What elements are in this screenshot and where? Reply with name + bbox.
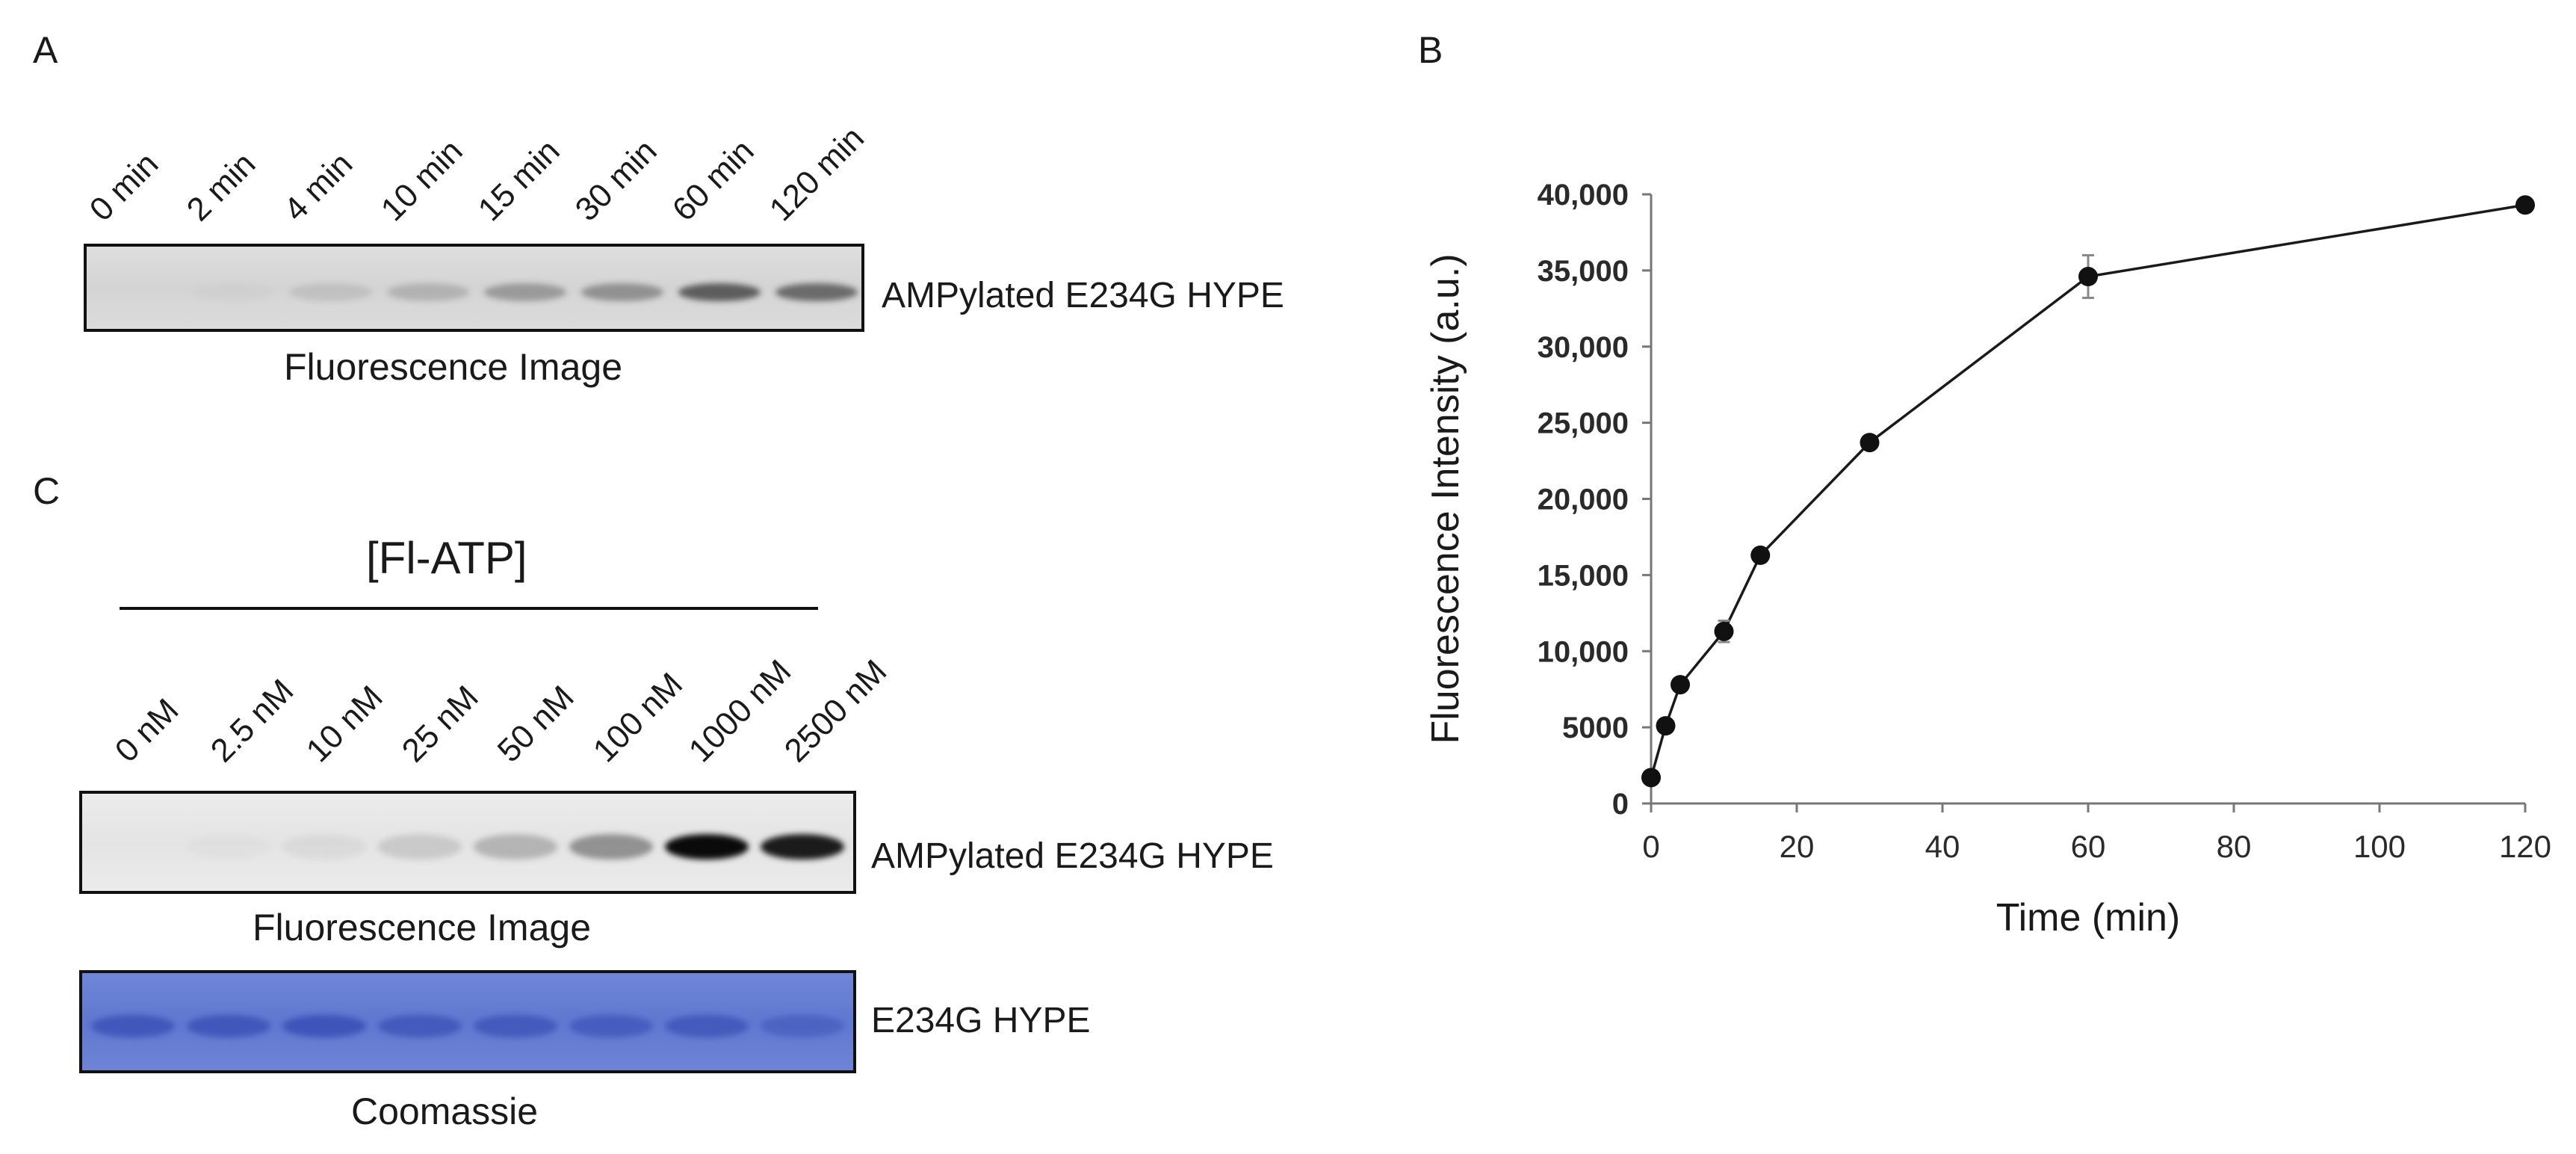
- panel-a-band: [96, 283, 178, 301]
- panel-c-fluor-band: [474, 834, 557, 860]
- panel-b-letter: B: [1418, 29, 1443, 71]
- chart-series: [1641, 195, 2535, 788]
- panel-a-lane-label: 2 min: [179, 145, 263, 229]
- panel-c-coom-caption: Coomassie: [351, 1090, 539, 1132]
- chart-x-axis-label: Time (min): [1996, 896, 2181, 939]
- panel-c-coom-band: [761, 1015, 844, 1037]
- panel-a-lane-label: 0 min: [82, 145, 166, 229]
- panel-c-lane-label: 25 nM: [394, 679, 486, 770]
- panel-a-lane-label: 30 min: [568, 132, 664, 229]
- data-point: [1671, 675, 1690, 695]
- panel-a-lane-label: 10 min: [374, 132, 470, 229]
- y-tick-label: 30,000: [1538, 331, 1629, 364]
- panel-a-band-label: AMPylated E234G HYPE: [882, 276, 1284, 315]
- panel-a-caption: Fluorescence Image: [284, 346, 623, 388]
- panel-c-fluor-label: AMPylated E234G HYPE: [871, 836, 1274, 876]
- panel-c-coomassie-gel: [79, 970, 856, 1073]
- data-point: [1714, 621, 1734, 641]
- x-tick-label: 60: [2071, 829, 2106, 864]
- x-tick-label: 100: [2353, 829, 2406, 864]
- panel-c-fluor-band: [91, 834, 175, 860]
- panel-c-fluor-band: [282, 834, 366, 860]
- panel-b-chart: 0 5000 10,000 15,000 20,000 25,000 30,000 35,00…: [1424, 179, 2551, 939]
- y-tick-label: 10,000: [1538, 635, 1629, 668]
- y-tick-label: 15,000: [1538, 559, 1629, 592]
- panel-c-lane-label: 10 nM: [299, 679, 390, 770]
- panel-c-title-rule: [120, 607, 818, 610]
- panel-c-coom-band: [187, 1015, 270, 1037]
- panel-a-band: [387, 283, 469, 301]
- panel-c-lane-label: 0 nM: [108, 691, 186, 770]
- chart-axes: 0 5000 10,000 15,000 20,000 25,000 30,000 35,00…: [1538, 179, 2551, 864]
- x-tick-label: 20: [1780, 829, 1815, 864]
- y-tick-label: 25,000: [1538, 407, 1629, 440]
- data-point: [2078, 267, 2098, 287]
- chart-y-axis-label: Fluorescence Intensity (a.u.): [1424, 253, 1467, 744]
- panel-c-letter: C: [33, 470, 61, 512]
- panel-c-fluor-caption: Fluorescence Image: [253, 907, 592, 948]
- panel-a-lane-label: 4 min: [276, 145, 360, 229]
- data-point: [1656, 716, 1676, 736]
- y-tick-label: 5000: [1562, 712, 1629, 744]
- panel-c-lane-label: 1000 nM: [681, 652, 799, 770]
- y-tick-label: 35,000: [1538, 255, 1629, 288]
- panel-c-fluor-band: [378, 834, 462, 860]
- panel-c-fluor-band: [187, 834, 270, 860]
- panel-a-band: [484, 283, 566, 301]
- panel-c-coom-band: [569, 1015, 653, 1037]
- panel-c-fluor-band: [569, 834, 653, 860]
- panel-c-fluor-band: [761, 834, 844, 860]
- panel-c-coom-band: [665, 1015, 749, 1037]
- panel-c-lane-label: 2500 nM: [777, 652, 894, 770]
- panel-c-coom-band: [91, 1015, 175, 1037]
- panel-c-coom-band: [282, 1015, 366, 1037]
- panel-c-fluor-band: [665, 834, 749, 860]
- panel-c-coom-label: E234G HYPE: [871, 1001, 1091, 1040]
- data-point: [2515, 195, 2535, 215]
- x-tick-label: 120: [2499, 829, 2551, 864]
- x-tick-label: 40: [1925, 829, 1960, 864]
- panel-a-band: [581, 283, 663, 301]
- data-point: [1641, 768, 1661, 788]
- panel-a-band: [193, 283, 275, 301]
- panel-a-lane-label: 120 min: [762, 119, 871, 229]
- y-tick-label: 20,000: [1538, 484, 1629, 516]
- y-tick-label: 0: [1612, 788, 1629, 821]
- panel-a-fluorescence-blot: [84, 244, 864, 332]
- x-tick-label: 0: [1642, 829, 1659, 864]
- panel-c-coom-band: [378, 1015, 462, 1037]
- panel-c-lane-label: 100 nM: [586, 665, 690, 770]
- data-point: [1860, 433, 1880, 453]
- y-tick-label: 40,000: [1538, 179, 1629, 212]
- panel-a-band: [775, 283, 858, 301]
- panel-a-letter: A: [33, 29, 58, 71]
- x-tick-label: 80: [2217, 829, 2252, 864]
- panel-c-fluorescence-blot: [79, 791, 856, 894]
- panel-c-lane-label: 50 nM: [490, 679, 581, 770]
- panel-a-lane-label: 60 min: [665, 132, 761, 229]
- panel-a-band: [678, 283, 761, 301]
- panel-c-title: [Fl-ATP]: [366, 533, 527, 583]
- panel-a-band: [290, 283, 372, 301]
- panel-c-coom-band: [474, 1015, 557, 1037]
- data-point: [1750, 545, 1771, 565]
- panel-a-lane-label: 15 min: [471, 132, 567, 229]
- panel-c-lane-label: 2.5 nM: [203, 672, 301, 770]
